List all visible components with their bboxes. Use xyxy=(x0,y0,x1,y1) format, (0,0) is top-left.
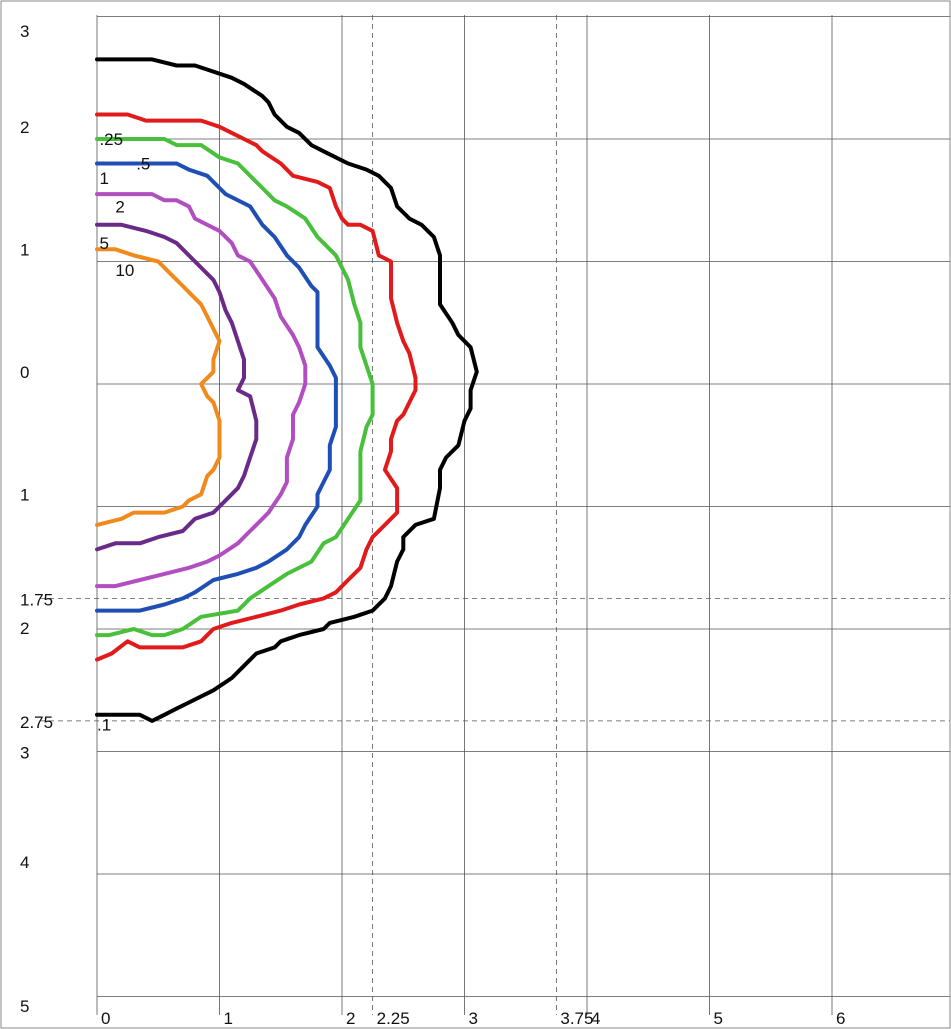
grid-lines xyxy=(96,15,950,1015)
contour-label: .25 xyxy=(99,130,123,149)
y-tick-label: 3 xyxy=(20,22,29,41)
contour-line-10 xyxy=(95,247,222,527)
x-tick-label: 2 xyxy=(346,1009,355,1028)
contour-label: 1 xyxy=(99,169,108,188)
contour-series xyxy=(95,57,479,723)
contour-line-2 xyxy=(95,192,308,589)
contour-line-p1 xyxy=(95,57,479,723)
y-tick-label: 2 xyxy=(20,118,29,137)
contour-line-5 xyxy=(95,222,259,552)
contour-label: 2 xyxy=(115,197,124,216)
y-tick-label: 1 xyxy=(20,241,29,260)
y-tick-label: 1 xyxy=(20,486,29,505)
contour-label: 10 xyxy=(115,261,134,280)
y-tick-label: 5 xyxy=(20,997,29,1016)
y-tick-label: 0 xyxy=(20,363,29,382)
y-tick-label: 2.75 xyxy=(20,713,53,732)
x-axis-tick-labels: 0 1 2 2.25 3 3.754 5 6 xyxy=(101,1009,845,1028)
x-tick-label: 3 xyxy=(469,1009,478,1028)
x-tick-label: 3.75 xyxy=(560,1009,593,1028)
x-tick-label: 5 xyxy=(714,1009,723,1028)
x-tick-label: 6 xyxy=(836,1009,845,1028)
contour-label: .1 xyxy=(97,716,111,735)
contour-label: .5 xyxy=(136,155,150,174)
contour-labels: .1 .25 .5 125 10 xyxy=(97,130,150,735)
y-tick-label: 4 xyxy=(20,853,29,872)
y-axis-tick-labels: 3 2 1 0 1 1.75 2 2.75 3 4 5 xyxy=(20,22,53,1016)
contour-line-p5 xyxy=(95,137,375,638)
x-tick-label: 1 xyxy=(224,1009,233,1028)
contour-line-1 xyxy=(95,161,338,613)
reference-lines xyxy=(40,15,950,1015)
contour-line-p25 xyxy=(95,112,418,662)
x-tick-label: 2.25 xyxy=(377,1009,410,1028)
contour-label: 5 xyxy=(99,234,108,253)
x-tick-label: 0 xyxy=(101,1009,110,1028)
y-tick-label: 3 xyxy=(20,744,29,763)
x-tick-label: 4 xyxy=(591,1009,600,1028)
y-tick-label: 1.75 xyxy=(20,590,53,609)
y-tick-label: 2 xyxy=(20,619,29,638)
